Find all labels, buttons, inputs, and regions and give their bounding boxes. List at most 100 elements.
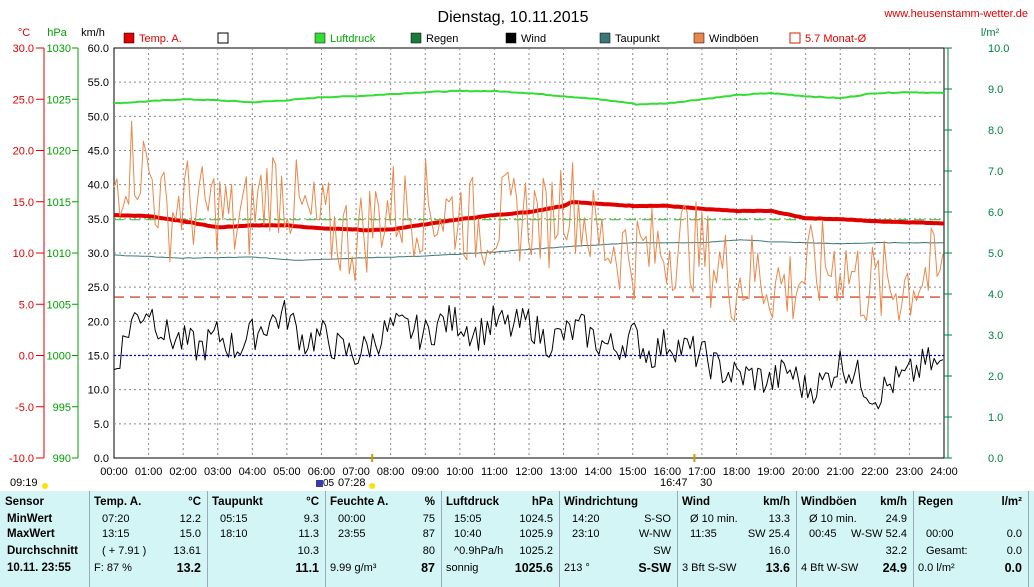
tick-label-hpa: 1025 <box>47 94 71 106</box>
cell-value: 80 <box>422 545 435 557</box>
table-column: Windböen km/h Ø 10 min. 24.9 00:45 W-SW 52.4 3… <box>797 491 914 587</box>
sunrise-partial-label: 05 <box>323 478 335 489</box>
cell-value: 1025.2 <box>519 545 553 557</box>
tick-label-temp: 10.0 <box>13 248 34 260</box>
legend-swatch <box>410 32 422 44</box>
cell-value: 13.61 <box>173 545 201 557</box>
column-unit: °C <box>188 496 201 508</box>
cell-time: 11:35 <box>690 528 717 540</box>
tick-label-temp: 5.0 <box>19 299 34 311</box>
tick-label-temp: -5.0 <box>15 402 34 414</box>
tick-label-temp: -10.0 <box>9 453 34 465</box>
column-header: Feuchte A. <box>330 496 389 508</box>
legend-swatch <box>789 32 801 44</box>
table-column: Feuchte A.% 00:00 75 23:55 87 80 9.99 g/m³ 87 <box>326 491 442 587</box>
tick-label-rain: 8.0 <box>988 125 1003 137</box>
cell-value: SW <box>653 545 671 557</box>
table-column: Wind km/h Ø 10 min. 13.3 11:35 SW 25.4 16.0 3 B… <box>678 491 797 587</box>
legend-label: Windböen <box>709 33 759 45</box>
cell-time: 18:10 <box>220 528 248 540</box>
unit-temp: °C <box>18 27 30 39</box>
series-windb-en <box>113 120 944 322</box>
tick-label-time: 05:00 <box>273 466 301 478</box>
cell-time: 05:15 <box>220 513 248 525</box>
tick-label-kmh: 35.0 <box>88 214 109 226</box>
legend-label: Temp. A. <box>139 33 182 45</box>
cell-mid: SW 25.4 <box>747 528 790 540</box>
axis-ticks: 30.0 25.0 20.0 15.0 10.0 5.0 0.0 -5.0 -10.0 1030 1… <box>9 43 1010 478</box>
column-unit: °C <box>306 496 319 508</box>
cell-value: 87 <box>422 528 435 540</box>
column-unit: % <box>424 496 435 508</box>
tick-label-kmh: 30.0 <box>88 248 109 260</box>
time-markers: 05 07:28 16:47 30 09:19 <box>10 454 712 489</box>
tick-label-kmh: 40.0 <box>88 180 109 192</box>
table-column: Sensor MinWert MaxWert Durchschnitt 10.11. 2… <box>5 491 90 587</box>
cell-time: 10:40 <box>454 528 482 540</box>
unit-kmh: km/h <box>81 27 105 39</box>
website-link[interactable]: www.heusenstamm-wetter.de <box>883 8 1028 20</box>
cell-value: 9.3 <box>303 513 319 525</box>
tick-label-rain: 7.0 <box>988 166 1003 178</box>
column-header: Windböen <box>801 496 857 508</box>
legend-label: Regen <box>426 33 458 45</box>
stats-table: Sensor MinWert MaxWert Durchschnitt 10.11. 2… <box>0 491 1034 587</box>
tick-label-rain: 5.0 <box>988 248 1003 260</box>
row-label: MaxWert <box>7 528 55 540</box>
cell-value: W-NW <box>638 528 671 540</box>
tick-label-time: 20:00 <box>792 466 820 478</box>
legend-swatch <box>693 32 705 44</box>
cell-time: 4 Bft W-SW <box>801 562 859 574</box>
tick-label-time: 10:00 <box>446 466 474 478</box>
column-unit: l/m² <box>1001 496 1022 508</box>
sunset-partial-label: 30 <box>700 477 712 489</box>
tick-label-temp: 25.0 <box>13 94 34 106</box>
sunset-label: 16:47 <box>660 477 688 489</box>
grid <box>114 48 944 458</box>
tick-label-time: 18:00 <box>723 466 751 478</box>
cell-value: 24.9 <box>882 561 907 575</box>
cell-value: 32.2 <box>885 545 907 557</box>
tick-label-rain: 1.0 <box>988 412 1003 424</box>
tick-label-kmh: 15.0 <box>88 351 109 363</box>
column-header: Taupunkt <box>212 496 263 508</box>
row-label: 10.11. 23:55 <box>7 562 71 574</box>
tick-label-kmh: 60.0 <box>88 43 109 55</box>
cell-value: 0.0 <box>1004 561 1022 575</box>
tick-label-kmh: 45.0 <box>88 146 109 158</box>
series-lines <box>113 89 945 410</box>
legend-swatch <box>314 32 326 44</box>
column-unit: hPa <box>531 496 553 508</box>
tick-label-kmh: 10.0 <box>88 385 109 397</box>
tick-label-time: 11:00 <box>481 466 508 478</box>
legend-swatch <box>599 32 611 44</box>
cell-time: F: 87 % <box>94 562 132 574</box>
cell-time: 00:45 <box>809 528 837 540</box>
tick-label-kmh: 0.0 <box>94 453 109 465</box>
cell-time: 213 ° <box>564 562 590 574</box>
tick-label-time: 14:00 <box>584 466 612 478</box>
series-wind <box>113 300 944 410</box>
tick-label-temp: 20.0 <box>13 146 34 158</box>
tick-label-temp: 0.0 <box>19 351 34 363</box>
cell-time: Ø 10 min. <box>690 513 738 525</box>
series-luftdruck <box>113 89 945 106</box>
axis-units: °C hPa km/h l/m² <box>18 27 1000 39</box>
cell-time: 14:20 <box>572 513 600 525</box>
sunrise-label: 07:28 <box>338 477 366 489</box>
chart-legend: Temp. A. Luftdruck Regen Wind Taupunkt Windbö… <box>123 32 867 45</box>
tick-label-time: 03:00 <box>204 466 232 478</box>
column-header: Regen <box>918 496 954 508</box>
tick-label-time: 23:00 <box>896 466 924 478</box>
tick-label-rain: 4.0 <box>988 289 1003 301</box>
cell-time: sonnig <box>446 562 479 574</box>
tick-label-time: 06:00 <box>308 466 336 478</box>
row-label: MinWert <box>7 513 53 525</box>
cell-value: 1025.9 <box>519 528 553 540</box>
tick-label-temp: 15.0 <box>13 197 34 209</box>
tick-label-kmh: 25.0 <box>88 282 109 294</box>
tick-label-rain: 10.0 <box>988 43 1009 55</box>
cell-value: 13.2 <box>176 561 201 575</box>
legend-swatch <box>123 32 135 44</box>
cell-time: 07:20 <box>102 513 130 525</box>
